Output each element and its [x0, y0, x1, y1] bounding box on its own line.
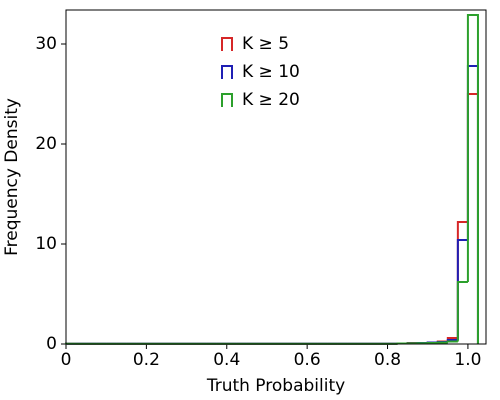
legend-label: K ≥ 10	[242, 62, 300, 82]
legend-label: K ≥ 20	[242, 90, 300, 110]
x-axis-label: Truth Probability	[206, 376, 345, 396]
y-tick-label: 10	[35, 234, 57, 254]
histogram-step	[466, 93, 479, 344]
y-tick-label: 0	[46, 334, 57, 354]
histogram-step	[466, 14, 479, 344]
histogram-step	[456, 281, 468, 342]
plot-frame	[65, 9, 487, 345]
x-tick-label: 0.4	[213, 350, 240, 370]
x-tick-label: 0	[61, 350, 72, 370]
histogram-step	[436, 341, 448, 344]
y-tick-label: 30	[35, 34, 57, 54]
x-tick-label: 0.2	[133, 350, 160, 370]
x-tick-label: 0.6	[294, 350, 321, 370]
legend-swatch	[221, 37, 233, 51]
legend-label: K ≥ 5	[242, 34, 289, 54]
legend-swatch	[221, 65, 233, 79]
x-tick-label: 0.8	[374, 350, 401, 370]
y-tick-label: 20	[35, 134, 57, 154]
histogram-step	[466, 65, 479, 344]
y-axis-label: Frequency Density	[2, 98, 22, 256]
histogram-step	[446, 340, 458, 343]
histogram-step	[456, 239, 468, 340]
legend-swatch	[221, 93, 233, 107]
x-tick-label: 1.0	[454, 350, 481, 370]
